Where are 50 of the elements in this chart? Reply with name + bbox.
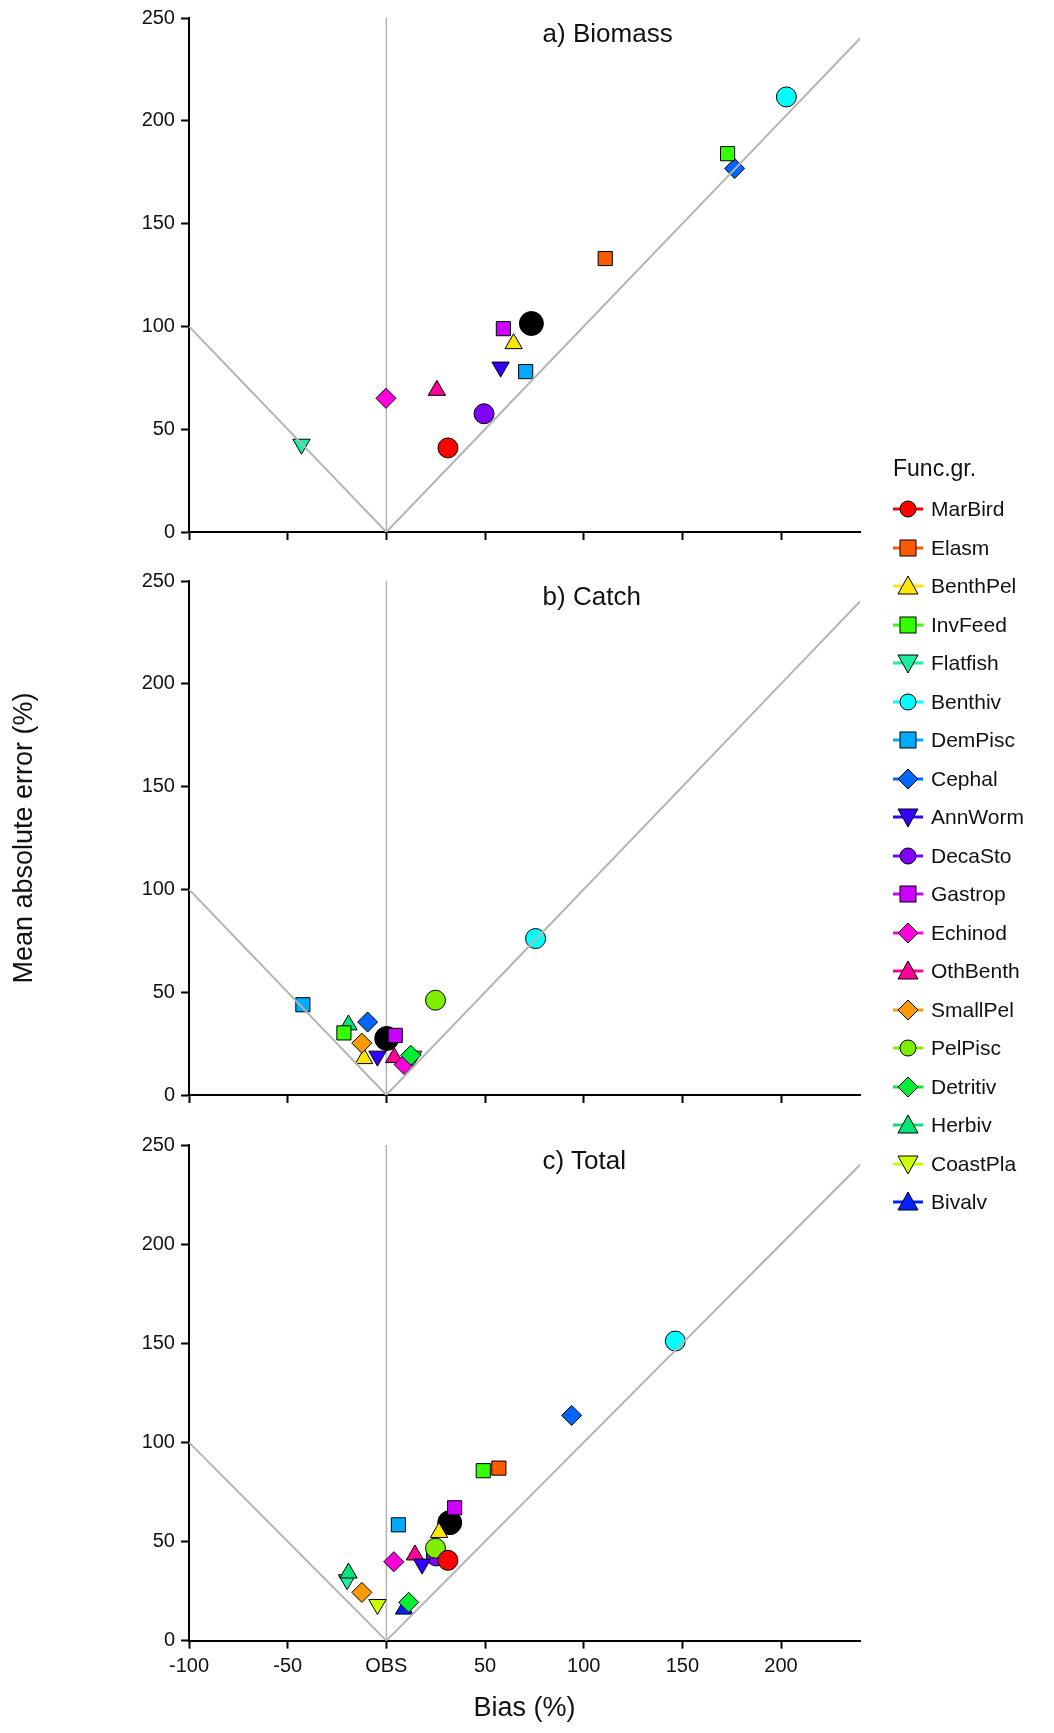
y-tick-label: 200 xyxy=(141,108,175,131)
y-tick-label: 100 xyxy=(141,1429,175,1452)
x-tick-label: -100 xyxy=(168,1654,210,1677)
y-tick-label: 0 xyxy=(163,519,175,542)
y-tick-label: 250 xyxy=(141,1132,175,1155)
chart-title: b) Catch xyxy=(542,581,641,612)
y-tick-label: 100 xyxy=(141,313,175,336)
x-tick-label: OBS xyxy=(365,1654,408,1677)
legend-label: Elasm xyxy=(931,535,990,560)
legend-label: Detritiv xyxy=(931,1074,997,1099)
y-tick-label: 200 xyxy=(141,1231,175,1254)
legend-label: Gastrop xyxy=(931,882,1006,907)
legend-label: DecaSto xyxy=(931,843,1012,868)
legend-label: InvFeed xyxy=(931,612,1007,637)
chart-title: c) Total xyxy=(542,1145,626,1176)
legend-label: Flatfish xyxy=(931,651,999,676)
legend-label: DemPisc xyxy=(931,728,1016,753)
legend-label: MarBird xyxy=(931,497,1005,522)
x-tick-label: 200 xyxy=(764,1654,798,1677)
y-tick-label: 50 xyxy=(152,416,175,439)
legend-label: Bivalv xyxy=(931,1190,988,1215)
x-tick-label: -50 xyxy=(273,1654,303,1677)
legend-label: Echinod xyxy=(931,920,1007,945)
legend-label: Cephal xyxy=(931,766,998,791)
legend-label: SmallPel xyxy=(931,997,1014,1022)
x-tick-label: 100 xyxy=(567,1654,601,1677)
y-axis-title: Mean absolute error (%) xyxy=(7,692,38,984)
legend-label: Benthiv xyxy=(931,689,1002,714)
y-tick-label: 150 xyxy=(141,211,175,234)
x-tick-label: 150 xyxy=(665,1654,700,1677)
legend-label: AnnWorm xyxy=(931,805,1024,830)
legend-label: Herbiv xyxy=(931,1113,992,1138)
y-tick-label: 0 xyxy=(163,1628,175,1651)
y-tick-label: 150 xyxy=(141,1330,175,1353)
legend-label: OthBenth xyxy=(931,959,1020,984)
y-tick-label: 0 xyxy=(163,1082,175,1105)
chart-title: a) Biomass xyxy=(542,18,673,49)
legend-title: Func.gr. xyxy=(893,455,978,482)
x-tick-label: 50 xyxy=(473,1654,497,1677)
y-tick-label: 200 xyxy=(141,671,175,694)
x-axis-title: Bias (%) xyxy=(473,1692,576,1723)
legend-label: CoastPla xyxy=(931,1151,1017,1176)
legend-label: BenthPel xyxy=(931,574,1017,599)
y-tick-label: 100 xyxy=(141,876,175,899)
y-tick-label: 250 xyxy=(141,5,175,28)
y-tick-label: 150 xyxy=(141,774,175,797)
legend-label: PelPisc xyxy=(931,1036,1002,1061)
y-tick-label: 50 xyxy=(152,1529,175,1551)
y-tick-label: 50 xyxy=(152,979,175,1002)
y-tick-label: 250 xyxy=(141,568,175,591)
